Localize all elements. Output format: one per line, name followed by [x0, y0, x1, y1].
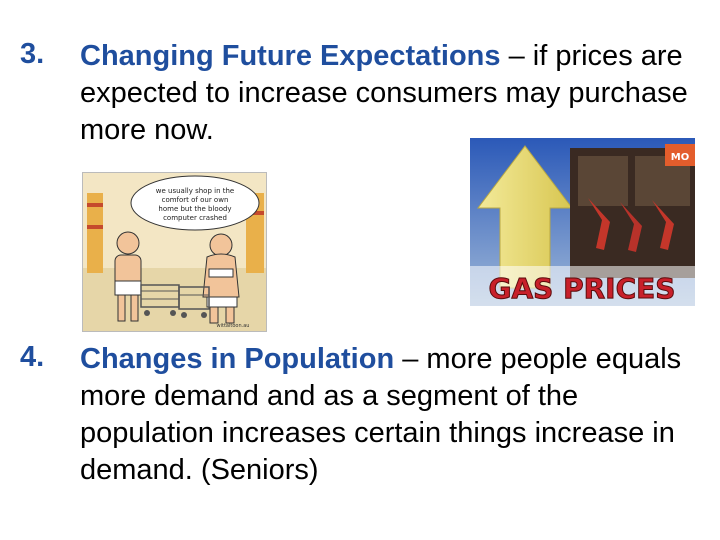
point-description: – if prices are expected to increase con…: [80, 40, 688, 146]
point-number: 3.: [20, 38, 45, 70]
shopping-cartoon-image: we usually shop in the comfort of our ow…: [82, 172, 267, 332]
gas-title: GAS PRICES: [489, 272, 676, 305]
svg-text:we usually shop in the: we usually shop in the: [156, 187, 234, 195]
point-3: 3. Changing Future Expectations – if pri…: [20, 38, 710, 149]
svg-text:comfort of our own: comfort of our own: [162, 196, 229, 204]
point-description: – more people equals more demand and as …: [80, 343, 682, 486]
point-4: 4. Changes in Population – more people e…: [20, 341, 710, 489]
point-term: Changes in Population: [80, 343, 395, 375]
cartoon-signature: wittaltoon.au: [217, 323, 250, 329]
point-number: 4.: [20, 341, 45, 373]
pump-label: MO: [671, 152, 689, 163]
point-text: Changes in Population – more people equa…: [80, 341, 710, 489]
gas-prices-image: MO GAS PRICES: [470, 138, 695, 306]
point-text: Changing Future Expectations – if prices…: [80, 38, 710, 149]
point-term: Changing Future Expectations: [80, 40, 501, 72]
svg-text:computer crashed: computer crashed: [163, 214, 227, 222]
svg-text:home but the bloody: home but the bloody: [158, 205, 231, 213]
